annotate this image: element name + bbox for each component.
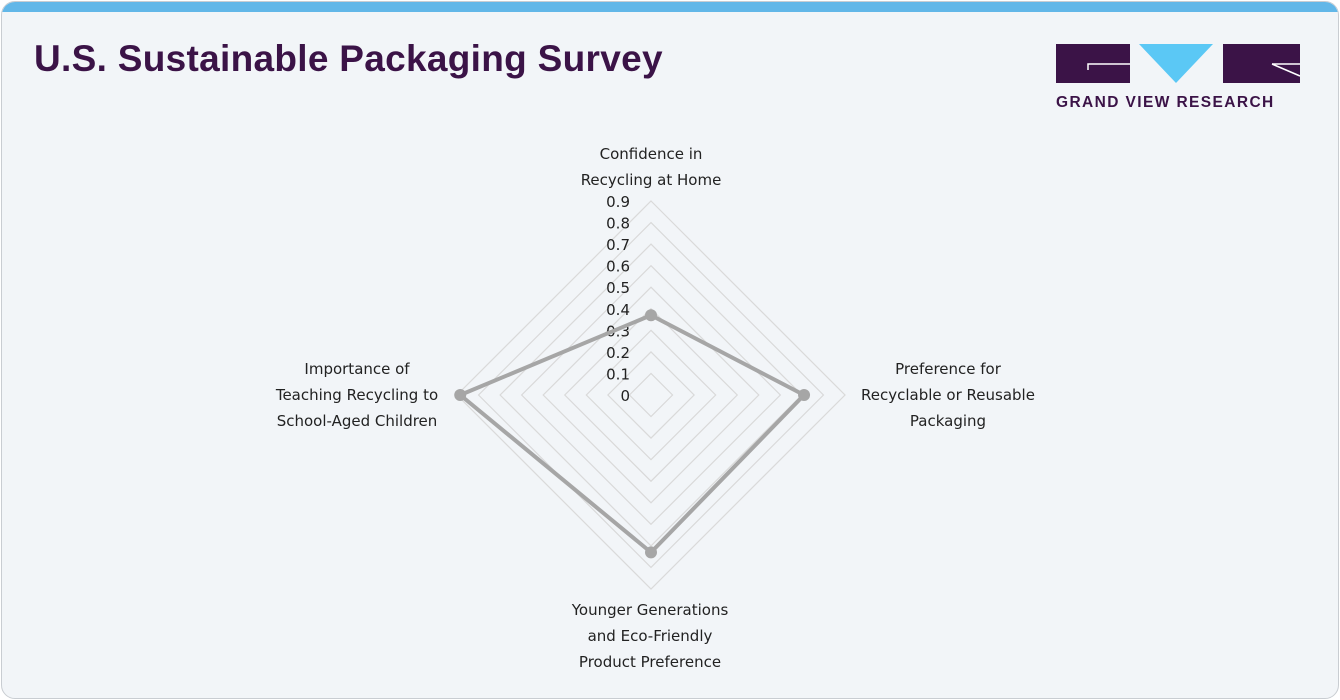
axis-category-label: Teaching Recycling to bbox=[275, 386, 438, 404]
series-line bbox=[458, 313, 807, 555]
grid-ring bbox=[585, 329, 717, 461]
r-tick-label: 0.2 bbox=[606, 344, 630, 362]
r-tick-label: 0.6 bbox=[606, 258, 630, 276]
axis-category-label: Preference for bbox=[895, 360, 1002, 378]
grid-ring bbox=[563, 307, 739, 483]
grid-ring bbox=[607, 351, 695, 439]
top-accent-bar bbox=[2, 2, 1338, 12]
r-tick-label: 0.7 bbox=[606, 236, 630, 254]
grid-ring bbox=[456, 200, 846, 590]
axis-category-label: Confidence in bbox=[600, 145, 703, 163]
data-point bbox=[454, 389, 467, 401]
logo-icon bbox=[1056, 44, 1301, 83]
axis-category-label: School-Aged Children bbox=[277, 412, 438, 430]
axis-category-label: Product Preference bbox=[579, 653, 721, 671]
r-tick-label: 0 bbox=[620, 387, 630, 405]
data-point bbox=[645, 309, 657, 322]
r-tick-label: 0.1 bbox=[606, 365, 630, 383]
data-point bbox=[645, 546, 657, 559]
page-title: U.S. Sustainable Packaging Survey bbox=[34, 38, 663, 79]
grid-ring bbox=[477, 221, 825, 569]
r-tick-label: 0.4 bbox=[606, 301, 630, 319]
axis-category-label: Recyclable or Reusable bbox=[861, 386, 1035, 404]
axis-category-label: Younger Generations bbox=[571, 601, 729, 619]
logo-text: GRAND VIEW RESEARCH bbox=[1056, 94, 1275, 111]
r-tick-label: 0.8 bbox=[606, 215, 630, 233]
grid-ring bbox=[520, 264, 782, 526]
data-point bbox=[798, 389, 811, 401]
r-tick-label: 0.5 bbox=[606, 279, 630, 297]
grid-ring bbox=[628, 372, 674, 418]
grid-ring bbox=[499, 243, 803, 547]
r-tick-label: 0.9 bbox=[606, 193, 630, 211]
axis-category-label: Importance of bbox=[304, 360, 410, 378]
axis-category-label: and Eco-Friendly bbox=[588, 627, 713, 645]
axis-category-label: Packaging bbox=[910, 412, 986, 430]
grand-view-research-logo: GRAND VIEW RESEARCH bbox=[1056, 44, 1301, 114]
axis-category-label: Recycling at Home bbox=[581, 171, 722, 189]
grid-ring bbox=[542, 286, 760, 504]
